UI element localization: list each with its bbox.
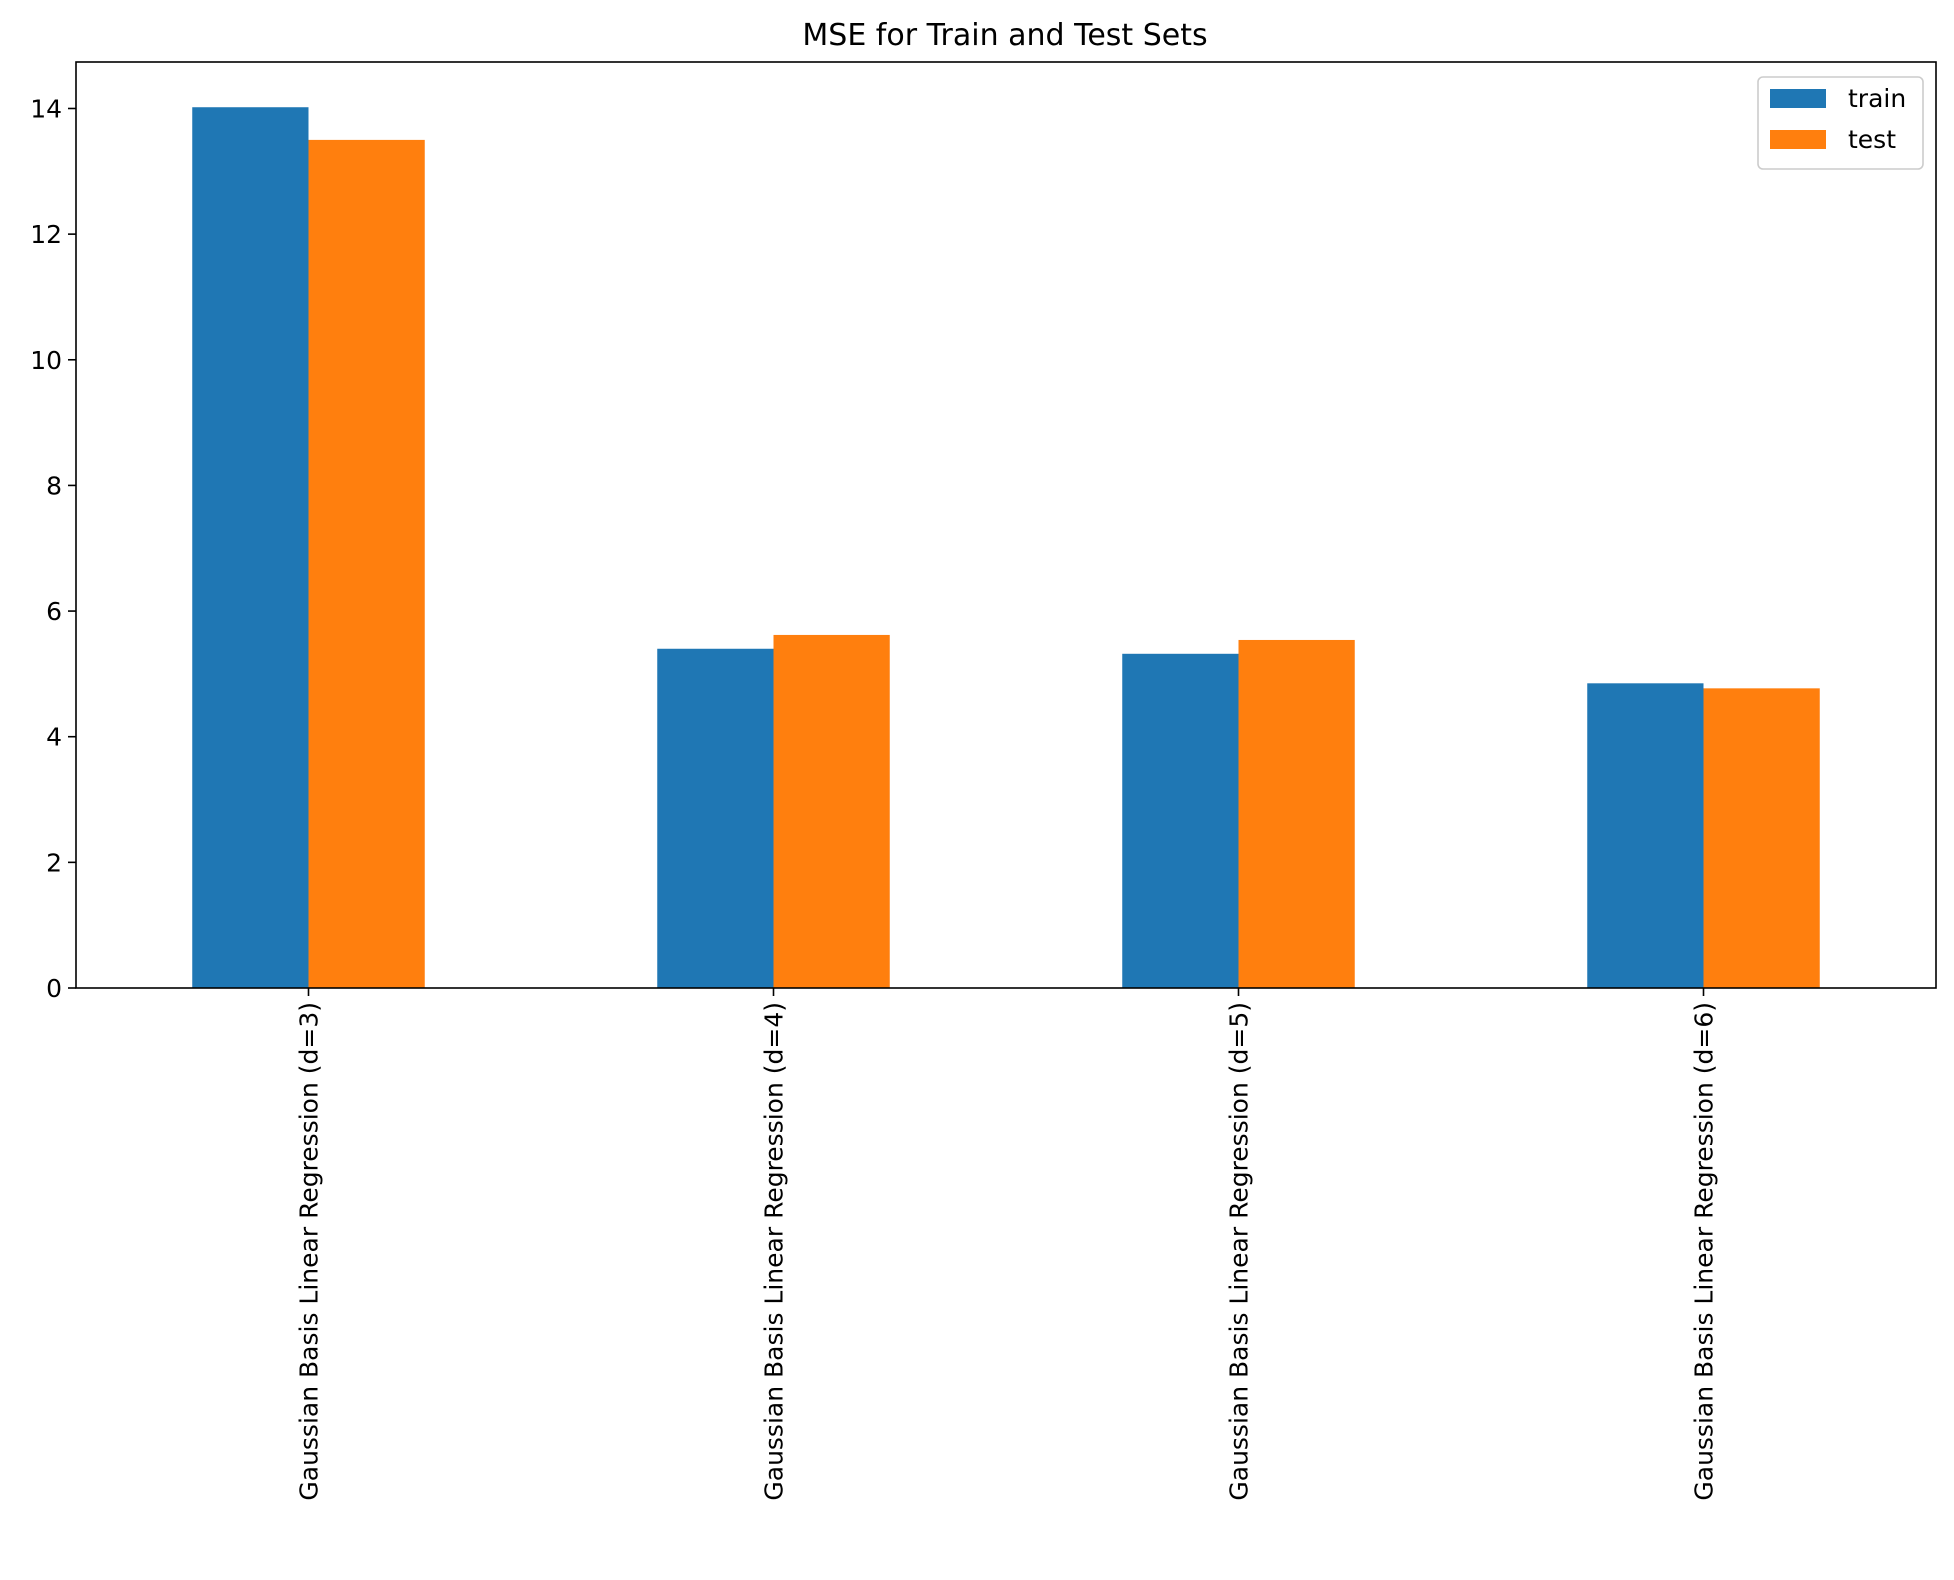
x-tick-label: Gaussian Basis Linear Regression (d=6) [1690,1002,1719,1501]
y-tick-label: 0 [46,974,62,1003]
bar-test-4 [1703,688,1820,988]
bar-train-4 [1587,683,1704,988]
plot-frame [75,61,1937,989]
legend: train test [1757,76,1924,170]
y-tick-label: 2 [46,848,62,877]
bar-train-1 [192,107,309,989]
legend-label-test: test [1848,125,1896,154]
chart-title: MSE for Train and Test Sets [802,18,1207,53]
bar-test-2 [773,634,890,988]
y-tick-label: 12 [30,220,62,249]
x-tick-label: Gaussian Basis Linear Regression (d=5) [1225,1002,1254,1501]
bars-layer [192,107,1820,989]
y-axis: 0 2 4 6 8 10 12 14 [30,94,76,1003]
x-axis: Gaussian Basis Linear Regression (d=3) Ga… [295,988,1719,1501]
y-tick-label: 8 [46,471,62,500]
legend-swatch-test [1770,130,1826,149]
bar-train-3 [1122,653,1239,988]
y-tick-label: 14 [30,94,62,123]
bar-test-1 [308,139,425,988]
x-tick-label: Gaussian Basis Linear Regression (d=3) [295,1002,324,1501]
legend-swatch-train [1770,89,1826,108]
bar-train-2 [657,648,774,988]
y-tick-label: 4 [46,723,62,752]
legend-label-train: train [1848,84,1906,113]
bar-test-3 [1238,639,1355,988]
y-tick-label: 10 [30,346,62,375]
x-tick-label: Gaussian Basis Linear Regression (d=4) [760,1002,789,1501]
y-tick-label: 6 [46,597,62,626]
